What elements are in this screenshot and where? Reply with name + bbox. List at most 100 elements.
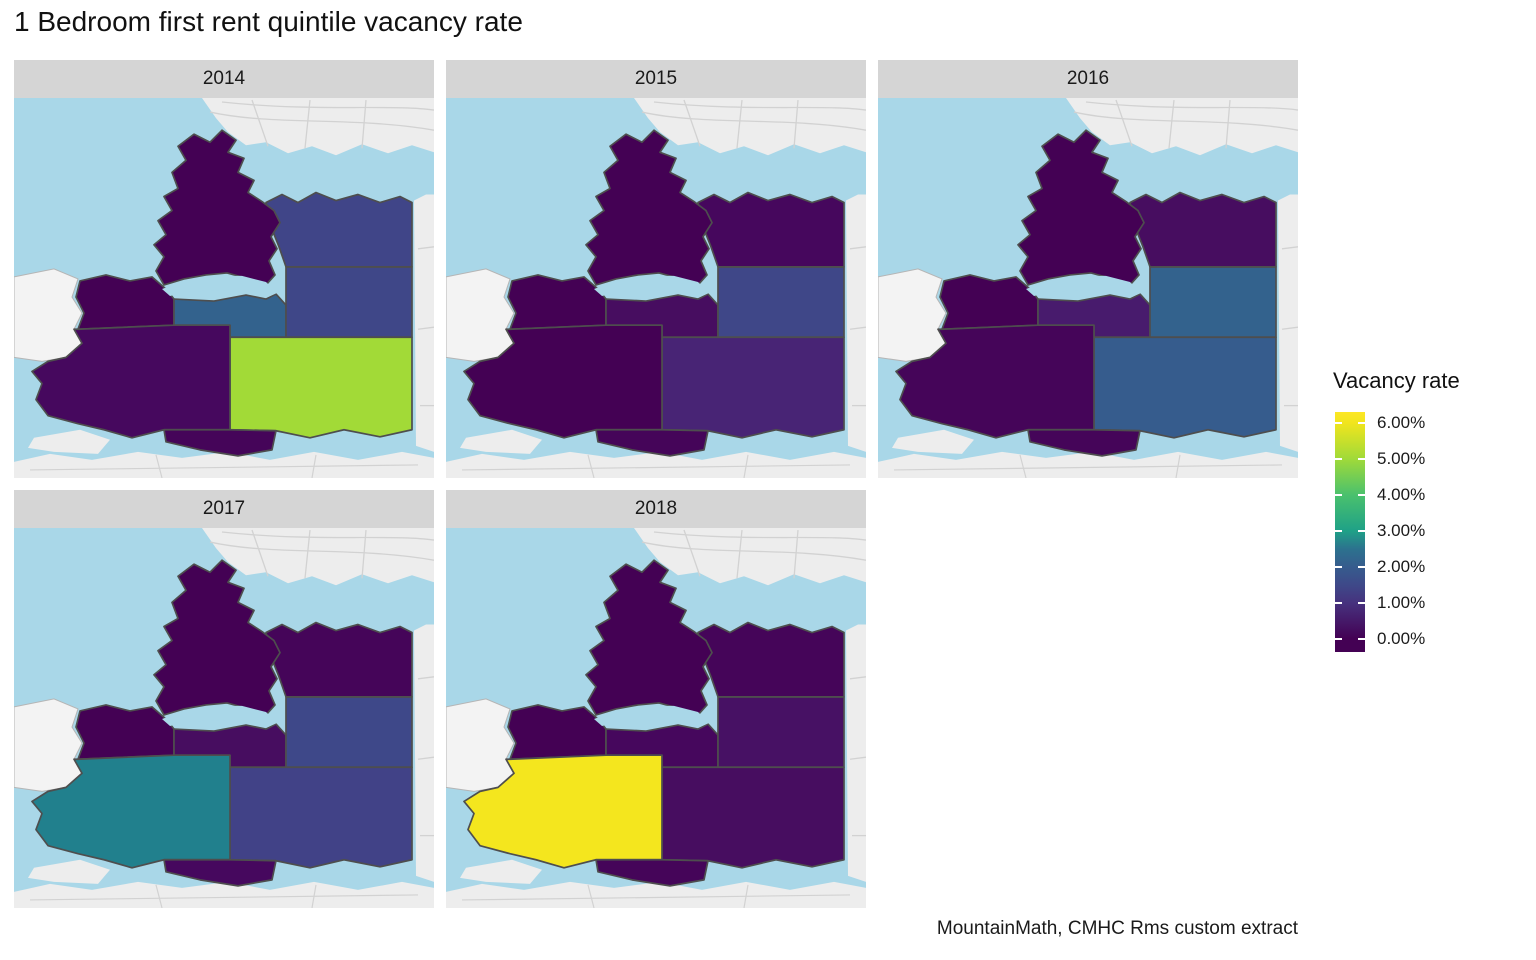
zone-southeast-vancouver: southeast-vancouver: 1% <box>661 336 845 439</box>
choropleth-map-2014: kitsilano-north-shoreline: 0.2%central-m… <box>14 98 434 478</box>
facet-strip: 2018 <box>446 490 866 528</box>
legend-colorbar-wrap: 6.00% 5.00% 4.00% 3.00% 2.00% 1.00% 0.00% <box>1333 408 1533 668</box>
vancouver-map-2015: kitsilano-north-shoreline: 0.1%central-m… <box>446 98 866 478</box>
north-shore-land <box>634 98 866 156</box>
zone-northeast-hastings: northeast-hastings: 0.3% <box>697 621 845 698</box>
legend-tick-mark <box>1335 421 1342 424</box>
east-roads <box>417 676 434 837</box>
east-land <box>846 624 866 882</box>
east-land <box>414 624 434 882</box>
legend-tick-label: 4.00% <box>1377 484 1426 504</box>
zone-kitsilano-north-shoreline: kitsilano-north-shoreline: 0.2% <box>75 704 175 761</box>
zone-marpole-south: marpole-south: 0.3% <box>1027 428 1141 457</box>
legend-tick-label: 5.00% <box>1377 448 1426 468</box>
uel-land <box>878 268 947 362</box>
sea-island <box>28 429 110 454</box>
north-shore-roads <box>641 529 866 579</box>
east-roads <box>849 676 866 837</box>
page-title: 1 Bedroom first rent quintile vacancy ra… <box>14 6 523 37</box>
legend-tick-mark <box>1335 493 1342 496</box>
east-roads <box>849 246 866 407</box>
zone-east-renfrew: east-renfrew: 2.2% <box>1149 266 1277 339</box>
sea-island <box>892 429 974 454</box>
south-land <box>14 451 434 478</box>
zone-downtown-west-end-peninsula: downtown-west-end-peninsula: 0.1% <box>585 129 713 286</box>
south-roads <box>29 454 419 478</box>
legend-tick-label: 2.00% <box>1377 556 1426 576</box>
plot-caption: MountainMath, CMHC Rms custom extract <box>936 918 1298 939</box>
zone-northeast-hastings: northeast-hastings: 0.3% <box>265 621 413 698</box>
zone-southwest-kerrisdale: southwest-kerrisdale: 6% <box>463 754 663 869</box>
zone-southwest-kerrisdale: southwest-kerrisdale: 0.3% <box>895 324 1095 439</box>
south-land <box>878 451 1298 478</box>
facet-strip: 2017 <box>14 490 434 528</box>
legend-colorbar <box>1335 412 1365 652</box>
south-land <box>14 881 434 908</box>
vancouver-map-2017: kitsilano-north-shoreline: 0.2%central-m… <box>14 528 434 908</box>
false-creek-water <box>162 275 277 299</box>
false-creek-water <box>1026 275 1141 299</box>
zone-downtown-west-end-peninsula: downtown-west-end-peninsula: 0.2% <box>153 129 281 286</box>
legend-tick-mark <box>1335 457 1342 460</box>
zone-southeast-vancouver: southeast-vancouver: 2% <box>1093 336 1277 439</box>
vancouver-map-2016: kitsilano-north-shoreline: 0.2%central-m… <box>878 98 1298 478</box>
uel-land <box>446 698 515 792</box>
south-roads <box>893 454 1283 478</box>
north-shore-roads <box>1073 99 1298 149</box>
legend-tick-label: 0.00% <box>1377 628 1426 648</box>
zone-downtown-west-end-peninsula: downtown-west-end-peninsula: 0.2% <box>1017 129 1145 286</box>
sea-island <box>460 429 542 454</box>
facet-strip-label: 2017 <box>202 498 246 519</box>
legend-tick-mark <box>1335 601 1342 604</box>
sea-island <box>28 859 110 884</box>
south-roads <box>461 454 851 478</box>
zone-southeast-vancouver: southeast-vancouver: 1.3% <box>229 766 413 869</box>
legend-tick-mark <box>1358 529 1365 532</box>
legend-tick-mark <box>1335 637 1342 640</box>
legend-tick-mark <box>1358 493 1365 496</box>
legend-tick-mark <box>1358 601 1365 604</box>
east-roads <box>1281 246 1298 407</box>
south-roads <box>461 884 851 908</box>
north-shore-roads <box>209 99 434 149</box>
facet-panel-2014: 2014 kitsilano-north-shoreline: 0.2%cent… <box>14 60 434 478</box>
legend-tick-label: 1.00% <box>1377 592 1426 612</box>
false-creek-water <box>162 705 277 729</box>
vancouver-map-2014: kitsilano-north-shoreline: 0.2%central-m… <box>14 98 434 478</box>
zone-northeast-hastings: northeast-hastings: 0.5% <box>1129 191 1277 268</box>
zone-east-renfrew: east-renfrew: 1.4% <box>717 266 845 339</box>
legend-tick-mark <box>1358 421 1365 424</box>
facet-strip: 2015 <box>446 60 866 98</box>
choropleth-map-2015: kitsilano-north-shoreline: 0.1%central-m… <box>446 98 866 478</box>
facet-strip-label: 2018 <box>634 498 678 519</box>
south-land <box>446 451 866 478</box>
facet-panel-2017: 2017 kitsilano-north-shoreline: 0.2%cent… <box>14 490 434 908</box>
choropleth-map-2017: kitsilano-north-shoreline: 0.2%central-m… <box>14 528 434 908</box>
zone-kitsilano-north-shoreline: kitsilano-north-shoreline: 0.1% <box>507 704 607 761</box>
vancouver-map-2018: kitsilano-north-shoreline: 0.1%central-m… <box>446 528 866 908</box>
facet-strip-label: 2016 <box>1066 68 1110 89</box>
legend-tick-mark <box>1335 529 1342 532</box>
uel-land <box>14 698 83 792</box>
zone-east-renfrew: east-renfrew: 0.6% <box>717 696 845 769</box>
zone-marpole-south: marpole-south: 0.3% <box>595 428 709 457</box>
zone-marpole-south: marpole-south: 0.3% <box>163 428 277 457</box>
zone-downtown-west-end-peninsula: downtown-west-end-peninsula: 0.1% <box>153 559 281 716</box>
zone-southeast-vancouver: southeast-vancouver: 0.5% <box>661 766 845 869</box>
east-land <box>846 194 866 452</box>
legend: Vacancy rate 6.00% 5.00% 4.00% 3.00% 2.00% 1.… <box>1333 368 1533 668</box>
north-shore-roads <box>641 99 866 149</box>
east-roads <box>417 246 434 407</box>
choropleth-map-2016: kitsilano-north-shoreline: 0.2%central-m… <box>878 98 1298 478</box>
south-land <box>446 881 866 908</box>
legend-tick-label: 6.00% <box>1377 412 1426 432</box>
zone-southeast-vancouver: southeast-vancouver: 5.1% <box>229 336 413 439</box>
uel-land <box>446 268 515 362</box>
north-shore-land <box>202 98 434 156</box>
zone-marpole-south: marpole-south: 0.4% <box>163 858 277 887</box>
legend-tick-label: 3.00% <box>1377 520 1426 540</box>
legend-tick-mark <box>1358 457 1365 460</box>
zone-southwest-kerrisdale: southwest-kerrisdale: 0.1% <box>463 324 663 439</box>
zone-kitsilano-north-shoreline: kitsilano-north-shoreline: 0.1% <box>507 274 607 331</box>
north-shore-land <box>1066 98 1298 156</box>
